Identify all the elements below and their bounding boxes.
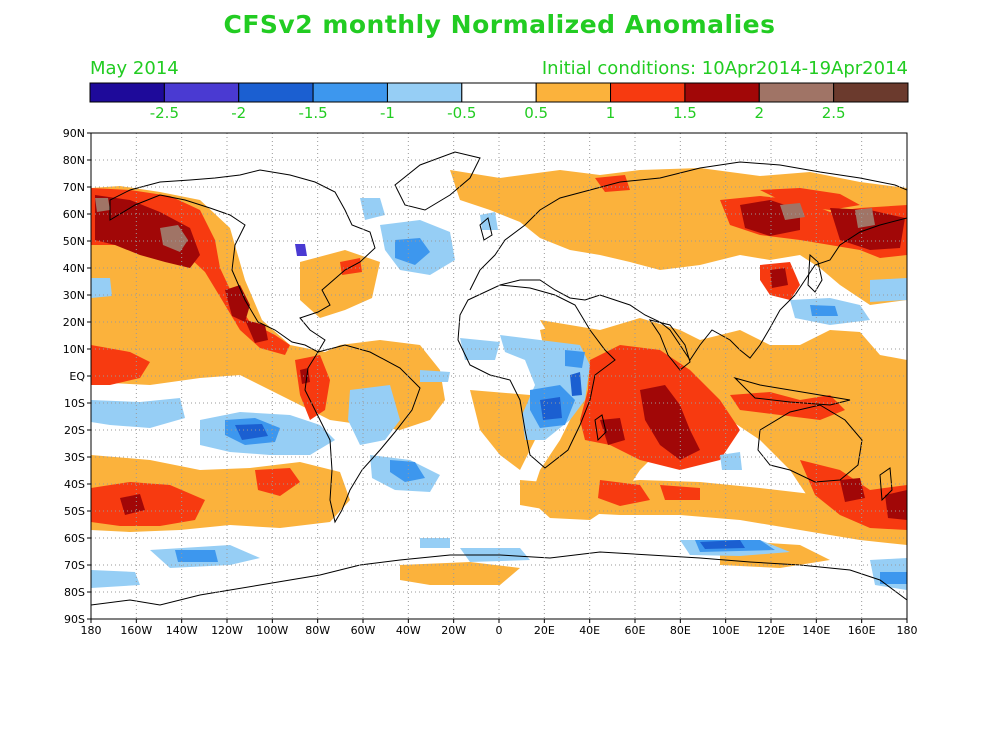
colorbar-swatch bbox=[833, 82, 909, 103]
lon-label: 160E bbox=[848, 624, 876, 637]
lon-label: 40E bbox=[579, 624, 600, 637]
lon-label: 160W bbox=[120, 624, 152, 637]
lon-label: 20E bbox=[534, 624, 555, 637]
colorbar-swatch bbox=[684, 82, 760, 103]
map-title: CFSv2 monthly Normalized Anomalies bbox=[223, 10, 776, 39]
lon-label: 80W bbox=[305, 624, 330, 637]
lon-label: 60W bbox=[351, 624, 376, 637]
lat-label: 40S bbox=[64, 478, 85, 491]
colorbar-tick-label: 2.5 bbox=[822, 104, 846, 122]
lon-label: 140E bbox=[802, 624, 830, 637]
lat-label: 30N bbox=[63, 289, 85, 302]
lon-label: 120W bbox=[211, 624, 243, 637]
lat-label: 90S bbox=[64, 613, 85, 626]
lon-label: 0 bbox=[496, 624, 503, 637]
graticule bbox=[91, 133, 907, 619]
colorbar-tick-label: -1 bbox=[380, 104, 395, 122]
lat-label: 50S bbox=[64, 505, 85, 518]
colorbar-swatch bbox=[238, 82, 314, 103]
lat-label: 20N bbox=[63, 316, 85, 329]
lat-label: 10N bbox=[63, 343, 85, 356]
colorbar bbox=[89, 82, 909, 103]
lat-label: 40N bbox=[63, 262, 85, 275]
lon-label: 60E bbox=[625, 624, 646, 637]
lat-label: 80N bbox=[63, 154, 85, 167]
initial-conditions: Initial conditions: 10Apr2014-19Apr2014 bbox=[541, 58, 908, 79]
colorbar-labels: -2.5 -2 -1.5 -1 -0.5 0.5 1 1.5 2 2.5 bbox=[150, 104, 846, 122]
lat-label: 10S bbox=[64, 397, 85, 410]
lat-label: EQ bbox=[69, 370, 85, 383]
lat-label: 70N bbox=[63, 181, 85, 194]
latitude-axis: 90N 80N 70N 60N 50N 40N 30N 20N 10N EQ 10S 20S 30S 40… bbox=[63, 127, 91, 626]
colorbar-tick-label: 2 bbox=[754, 104, 764, 122]
colorbar-tick-label: -2 bbox=[231, 104, 246, 122]
colorbar-swatch bbox=[461, 82, 537, 103]
colorbar-swatch bbox=[386, 82, 463, 103]
lat-label: 70S bbox=[64, 559, 85, 572]
colorbar-swatch bbox=[163, 82, 240, 103]
lon-label: 100W bbox=[256, 624, 288, 637]
colorbar-tick-label: 0.5 bbox=[524, 104, 548, 122]
lat-label: 90N bbox=[63, 127, 85, 140]
colorbar-tick-label: -0.5 bbox=[447, 104, 476, 122]
colorbar-tick-label: -2.5 bbox=[150, 104, 179, 122]
colorbar-tick-label: 1 bbox=[606, 104, 616, 122]
colorbar-swatch bbox=[312, 82, 388, 103]
lat-label: 20S bbox=[64, 424, 85, 437]
colorbar-swatch bbox=[610, 82, 686, 103]
lon-label: 120E bbox=[757, 624, 785, 637]
longitude-axis: 180 160W 140W 120W 100W 80W 60W 40W 20W 0 20E 40E 60… bbox=[81, 619, 918, 637]
colorbar-tick-label: -1.5 bbox=[298, 104, 327, 122]
map-area bbox=[91, 133, 907, 619]
lon-label: 140W bbox=[166, 624, 198, 637]
colorbar-tick-label: 1.5 bbox=[673, 104, 697, 122]
anomaly-fields bbox=[91, 168, 907, 590]
colorbar-swatch bbox=[758, 82, 835, 103]
lat-label: 60N bbox=[63, 208, 85, 221]
lon-label: 40W bbox=[396, 624, 421, 637]
colorbar-swatch bbox=[535, 82, 612, 103]
lon-label: 180 bbox=[897, 624, 918, 637]
lat-label: 50N bbox=[63, 235, 85, 248]
forecast-month: May 2014 bbox=[90, 58, 179, 79]
lat-label: 60S bbox=[64, 532, 85, 545]
lon-label: 180 bbox=[81, 624, 102, 637]
lon-label: 80E bbox=[670, 624, 691, 637]
lat-label: 80S bbox=[64, 586, 85, 599]
lon-label: 20W bbox=[441, 624, 466, 637]
colorbar-swatch bbox=[89, 82, 165, 103]
lon-label: 100E bbox=[712, 624, 740, 637]
lat-label: 30S bbox=[64, 451, 85, 464]
